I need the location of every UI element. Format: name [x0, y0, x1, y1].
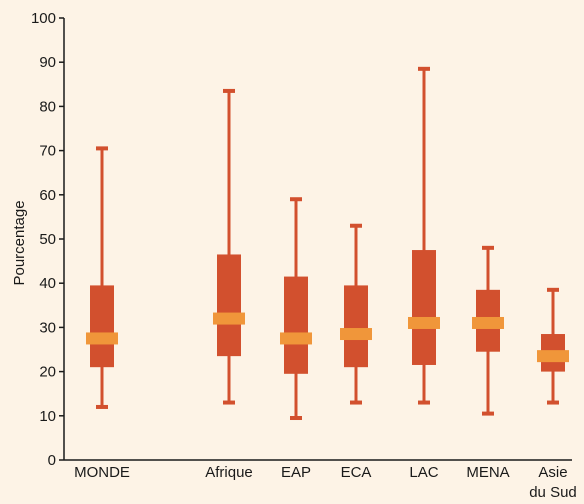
y-tick-label: 60	[39, 187, 56, 204]
x-tick-label: MONDE	[74, 464, 130, 481]
box-group	[280, 197, 312, 421]
box-group	[537, 287, 569, 405]
x-tick-label: Asie du Sud	[529, 464, 577, 501]
whisker-cap-min	[96, 404, 108, 409]
x-tick-label-line: Asie	[538, 464, 567, 481]
box-group	[213, 88, 245, 405]
y-axis-label: Pourcentage	[11, 200, 28, 285]
x-tick-label-line: ECA	[341, 464, 372, 481]
box-series	[86, 66, 569, 421]
iqr-box	[344, 285, 368, 368]
iqr-box	[284, 276, 308, 374]
x-tick-label: MENA	[466, 464, 509, 481]
x-tick-label-line: LAC	[409, 464, 438, 481]
y-axis: 0 10 20 30 40 50 60 70 80 90 100	[31, 10, 65, 469]
x-axis: MONDE Afrique EAP ECA LAC MENA Asie du Sud	[64, 459, 577, 501]
x-tick-label: Afrique	[205, 464, 253, 481]
box-group	[86, 146, 118, 409]
whisker-cap-min	[350, 400, 362, 405]
whisker-cap-max	[350, 223, 362, 228]
whisker-cap-max	[418, 66, 430, 71]
whisker-cap-max	[96, 146, 108, 151]
box-group	[472, 245, 504, 416]
x-tick-label: ECA	[341, 464, 372, 481]
whisker-cap-min	[418, 400, 430, 405]
median-bar	[213, 312, 245, 325]
y-tick-label: 0	[48, 452, 56, 469]
y-tick-label: 70	[39, 143, 56, 160]
iqr-box	[90, 285, 114, 368]
x-tick-label-line: du Sud	[529, 484, 577, 501]
x-tick-label: EAP	[281, 464, 311, 481]
y-tick-label: 100	[31, 10, 56, 27]
y-tick-label: 50	[39, 231, 56, 248]
whisker-cap-max	[547, 287, 559, 292]
whisker-cap-min	[547, 400, 559, 405]
median-bar	[280, 332, 312, 345]
y-tick-label: 90	[39, 54, 56, 71]
box-group	[408, 66, 440, 405]
y-tick-label: 40	[39, 275, 56, 292]
median-bar	[340, 328, 372, 341]
y-tick-label: 30	[39, 319, 56, 336]
x-tick-label-line: MENA	[466, 464, 509, 481]
iqr-box	[412, 250, 436, 365]
y-tick-label: 20	[39, 364, 56, 381]
whisker-cap-min	[223, 400, 235, 405]
whisker-cap-max	[223, 88, 235, 93]
whisker-cap-min	[290, 416, 302, 421]
x-tick-label-line: EAP	[281, 464, 311, 481]
median-bar	[408, 316, 440, 329]
box-group	[340, 223, 372, 405]
median-bar	[86, 332, 118, 345]
iqr-box	[217, 254, 241, 357]
x-tick-label-line: MONDE	[74, 464, 130, 481]
y-tick-label: 80	[39, 98, 56, 115]
whisker-cap-max	[482, 245, 494, 250]
whisker-cap-max	[290, 197, 302, 202]
x-tick-label-line: Afrique	[205, 464, 253, 481]
x-tick-label: LAC	[409, 464, 438, 481]
whisker-cap-min	[482, 411, 494, 416]
median-bar	[537, 350, 569, 363]
median-bar	[472, 316, 504, 329]
y-tick-label: 10	[39, 408, 56, 425]
